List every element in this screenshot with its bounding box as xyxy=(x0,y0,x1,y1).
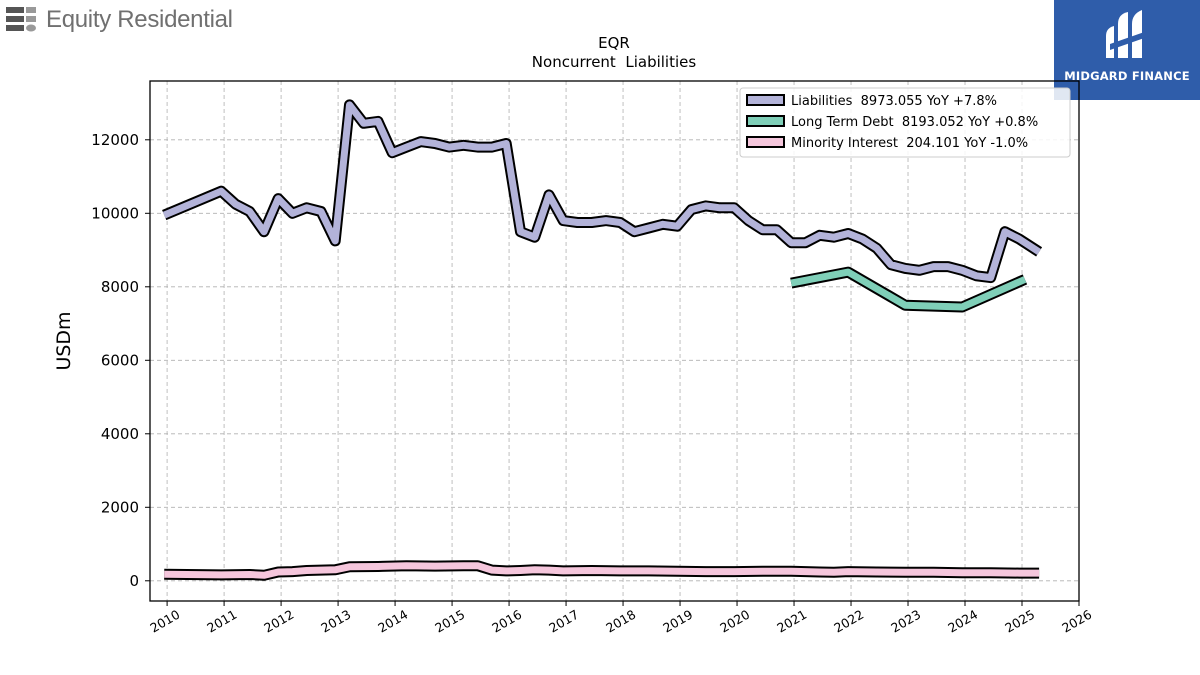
chart-title: EQR xyxy=(598,34,630,52)
midgard-finance-badge: MIDGARD FINANCE xyxy=(1054,0,1200,100)
brand-name: Equity Residential xyxy=(46,6,233,33)
y-tick-label: 4000 xyxy=(101,425,139,443)
brand-logo: Equity Residential xyxy=(6,4,233,36)
x-tick-label: 2014 xyxy=(375,607,410,636)
x-tick-label: 2018 xyxy=(603,607,638,636)
x-tick-label: 2016 xyxy=(489,607,524,636)
legend-label-liabilities: Liabilities 8973.055 YoY +7.8% xyxy=(791,94,997,109)
x-tick-label: 2019 xyxy=(660,607,695,636)
x-tick-label: 2026 xyxy=(1059,607,1094,636)
series-line-minority-interest xyxy=(164,562,1040,579)
legend-label-minority-interest: Minority Interest 204.101 YoY -1.0% xyxy=(791,136,1028,151)
plot-frame xyxy=(149,80,1080,602)
x-tick-label: 2012 xyxy=(261,607,296,636)
legend-swatch-liabilities xyxy=(746,94,785,106)
series-line-long-term-debt xyxy=(790,268,1027,311)
grid-lines xyxy=(150,81,1080,601)
y-tick-label: 8000 xyxy=(101,278,139,296)
legend-swatch-long-term-debt xyxy=(746,115,785,127)
series-lines xyxy=(162,99,1043,581)
series-line-liabilities xyxy=(162,101,1042,282)
x-tick-label: 2025 xyxy=(1002,607,1037,636)
x-axis-ticks: 2010 2011 2012 2013 2014 2015 2016 2017 2018 2019… xyxy=(147,601,1094,636)
y-tick-label: 2000 xyxy=(101,498,139,516)
x-tick-label: 2011 xyxy=(204,607,239,636)
x-tick-label: 2024 xyxy=(945,607,980,636)
legend: Liabilities 8973.055 YoY +7.8% Long Term … xyxy=(739,87,1071,158)
legend-swatch-minority-interest xyxy=(746,136,785,148)
midgard-logo-icon xyxy=(1106,10,1150,58)
x-tick-label: 2022 xyxy=(831,607,866,636)
x-tick-label: 2013 xyxy=(318,607,353,636)
y-tick-label: 10000 xyxy=(91,204,139,222)
chart-subtitle: Noncurrent Liabilities xyxy=(532,53,697,71)
x-tick-label: 2020 xyxy=(717,607,752,636)
badge-label: MIDGARD FINANCE xyxy=(1064,69,1190,83)
x-tick-label: 2021 xyxy=(774,607,809,636)
x-tick-label: 2015 xyxy=(432,607,467,636)
x-tick-label: 2017 xyxy=(546,607,581,636)
x-tick-label: 2010 xyxy=(147,607,182,636)
y-tick-label: 0 xyxy=(129,572,139,590)
y-tick-label: 12000 xyxy=(91,131,139,149)
y-axis-label: USDm xyxy=(53,311,75,370)
legend-label-long-term-debt: Long Term Debt 8193.052 YoY +0.8% xyxy=(791,115,1038,130)
equity-residential-logo-icon xyxy=(6,7,36,32)
y-tick-label: 6000 xyxy=(101,351,139,369)
legend-box xyxy=(739,87,1071,158)
x-tick-label: 2023 xyxy=(888,607,923,636)
y-axis-ticks: 0 2000 4000 6000 8000 10000 12000 xyxy=(91,131,150,590)
